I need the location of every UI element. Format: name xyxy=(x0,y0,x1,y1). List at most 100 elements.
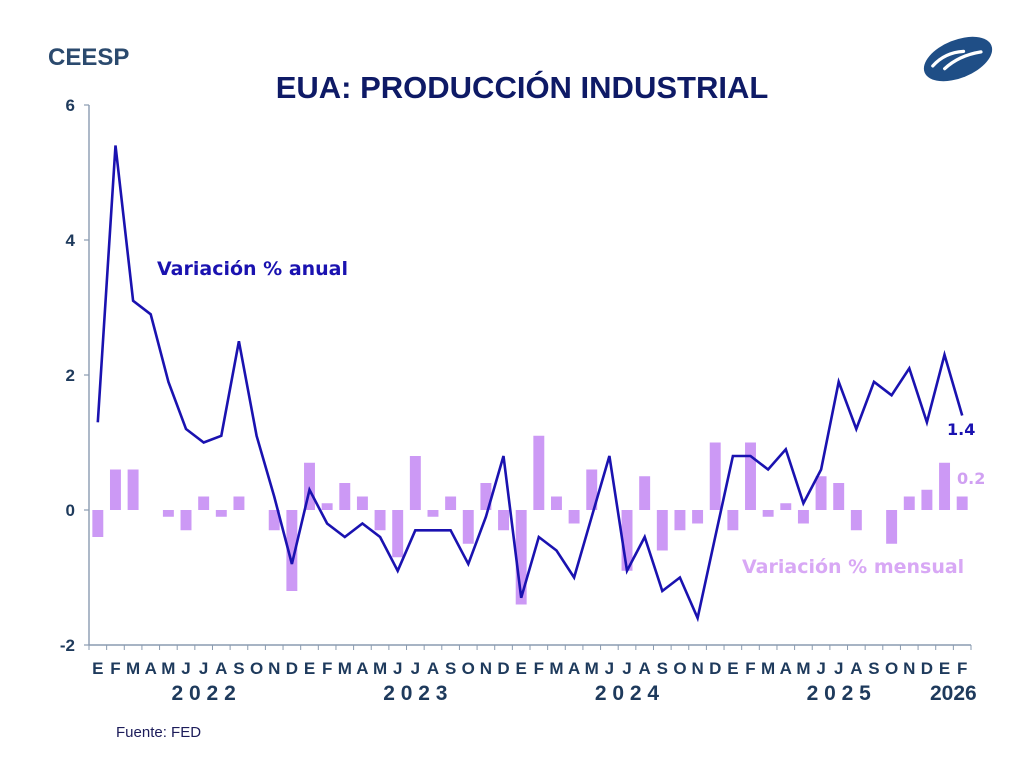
monthly-bar xyxy=(480,483,492,510)
x-month-label: N xyxy=(903,659,915,678)
x-month-label: O xyxy=(250,659,263,678)
x-month-label: M xyxy=(338,659,352,678)
monthly-bar xyxy=(498,510,510,531)
x-month-label: S xyxy=(868,659,879,678)
x-month-label: J xyxy=(199,659,208,678)
y-tick-label: -2 xyxy=(60,636,75,655)
x-month-label: N xyxy=(691,659,703,678)
monthly-bar xyxy=(321,503,333,510)
x-month-label: J xyxy=(181,659,190,678)
monthly-bar xyxy=(233,496,245,510)
x-month-label: N xyxy=(268,659,280,678)
x-year-label: 2 0 2 3 xyxy=(383,682,447,705)
monthly-bar xyxy=(639,476,651,510)
x-month-label: A xyxy=(780,659,792,678)
y-tick-label: 2 xyxy=(66,366,75,385)
monthly-bar xyxy=(727,510,739,531)
x-month-label: A xyxy=(427,659,439,678)
x-month-label: F xyxy=(745,659,755,678)
monthly-bar xyxy=(621,510,633,571)
monthly-bar xyxy=(392,510,404,558)
x-month-label: O xyxy=(462,659,475,678)
monthly-bar xyxy=(568,510,580,524)
x-month-label: M xyxy=(126,659,140,678)
annual-series-annotation: Variación % anual xyxy=(157,258,348,280)
x-year-label: 2 0 2 4 xyxy=(595,682,660,705)
x-month-label: E xyxy=(727,659,738,678)
x-year-label: 2 0 2 2 xyxy=(172,682,236,705)
ceesp-logo-icon xyxy=(923,36,993,82)
monthly-bar xyxy=(515,510,527,605)
monthly-bar xyxy=(956,496,968,510)
monthly-bar xyxy=(833,483,845,510)
annual-points xyxy=(97,145,963,619)
x-month-label: F xyxy=(110,659,120,678)
brand-name: CEESP xyxy=(48,44,130,71)
x-month-label: D xyxy=(286,659,298,678)
x-month-label: D xyxy=(709,659,721,678)
monthly-bar xyxy=(921,489,933,510)
x-month-label: E xyxy=(304,659,315,678)
monthly-bar xyxy=(180,510,192,531)
monthly-bar xyxy=(339,483,351,510)
x-month-label: M xyxy=(796,659,810,678)
x-month-label: M xyxy=(549,659,563,678)
x-month-label: M xyxy=(761,659,775,678)
monthly-bar xyxy=(656,510,668,551)
monthly-series-annotation: Variación % mensual xyxy=(742,556,964,578)
x-month-label: A xyxy=(850,659,862,678)
x-month-label: A xyxy=(639,659,651,678)
x-month-label: O xyxy=(673,659,686,678)
monthly-bar xyxy=(692,510,704,524)
monthly-bar xyxy=(780,503,792,510)
monthly-bar xyxy=(939,462,951,510)
x-month-label: M xyxy=(161,659,175,678)
monthly-bar xyxy=(162,510,174,517)
x-month-label: J xyxy=(605,659,614,678)
annual-last-value-label: 1.4 xyxy=(947,420,975,439)
monthly-bar xyxy=(674,510,686,531)
monthly-bar xyxy=(797,510,809,524)
x-month-label: E xyxy=(939,659,950,678)
annual-line xyxy=(96,145,964,623)
x-month-label: F xyxy=(322,659,332,678)
monthly-bar xyxy=(586,469,598,510)
monthly-bar xyxy=(445,496,457,510)
x-month-label: E xyxy=(516,659,527,678)
x-month-label: A xyxy=(145,659,157,678)
monthly-bar xyxy=(903,496,915,510)
x-month-label: S xyxy=(445,659,456,678)
y-tick-label: 4 xyxy=(66,231,76,250)
y-tick-label: 6 xyxy=(66,96,75,115)
x-month-label: F xyxy=(957,659,967,678)
monthly-bar xyxy=(709,442,721,510)
monthly-bar xyxy=(109,469,121,510)
x-month-label: J xyxy=(816,659,825,678)
monthly-bars xyxy=(92,435,968,605)
x-month-label: F xyxy=(534,659,544,678)
x-month-label: A xyxy=(568,659,580,678)
monthly-bar xyxy=(762,510,774,517)
chart-title: EUA: PRODUCCIÓN INDUSTRIAL xyxy=(275,70,769,105)
y-tick-label: 0 xyxy=(66,501,75,520)
x-month-label: A xyxy=(215,659,227,678)
monthly-bar xyxy=(550,496,562,510)
axes xyxy=(84,104,972,650)
monthly-bar xyxy=(286,510,298,591)
monthly-bar xyxy=(215,510,227,517)
x-month-label: J xyxy=(622,659,631,678)
x-month-label: S xyxy=(657,659,668,678)
monthly-bar xyxy=(92,510,104,537)
x-month-label: J xyxy=(393,659,402,678)
monthly-bar xyxy=(850,510,862,531)
x-month-label: M xyxy=(585,659,599,678)
x-year-label: 2 0 2 5 xyxy=(807,682,872,705)
x-month-label: D xyxy=(921,659,933,678)
x-month-label: M xyxy=(373,659,387,678)
x-month-label: E xyxy=(92,659,103,678)
monthly-bar xyxy=(427,510,439,517)
x-month-label: O xyxy=(885,659,898,678)
x-month-label: J xyxy=(411,659,420,678)
